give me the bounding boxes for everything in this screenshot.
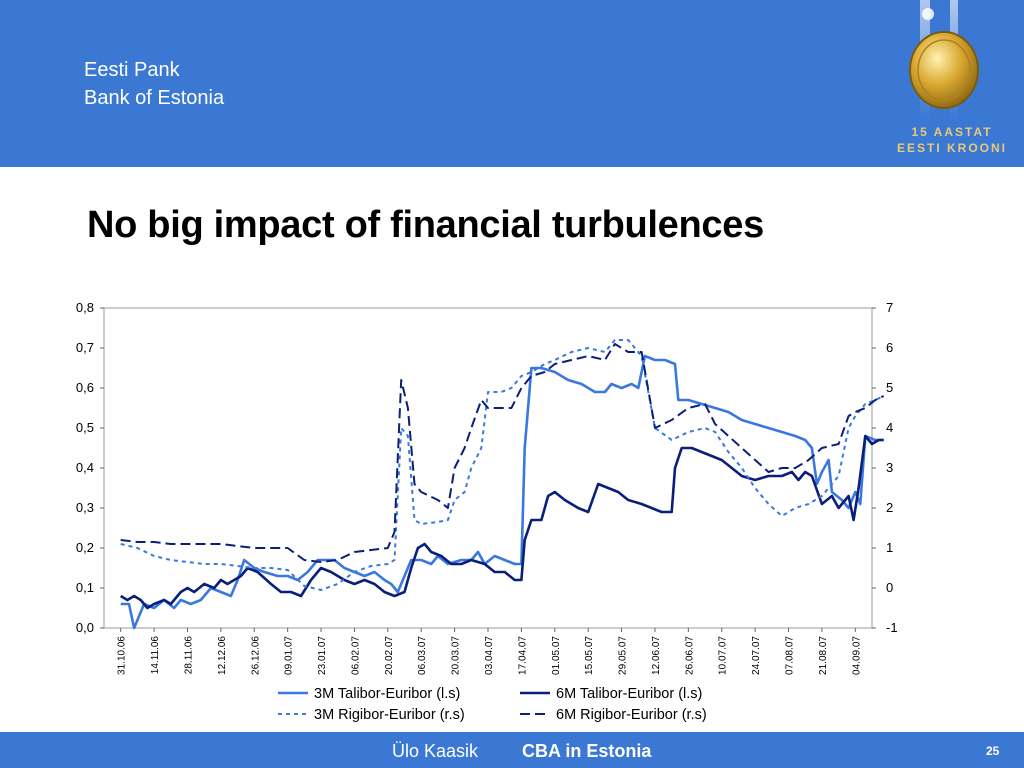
x-tick-label: 12.06.07 xyxy=(651,636,662,675)
x-tick-label: 07.08.07 xyxy=(785,636,796,675)
footer-bar xyxy=(0,732,1024,768)
y-right-tick-label: 0 xyxy=(886,580,893,595)
y-left-tick-label: 0,2 xyxy=(76,540,94,555)
x-tick-label: 29.05.07 xyxy=(618,636,629,675)
y-right-tick-label: 2 xyxy=(886,500,893,515)
series-line xyxy=(120,354,884,630)
legend-label: 6M Talibor-Euribor (l.s) xyxy=(556,686,702,702)
x-tick-label: 06.02.07 xyxy=(350,636,361,675)
series-line xyxy=(120,434,884,610)
x-tick-label: 26.12.06 xyxy=(250,636,261,675)
legend-label: 3M Rigibor-Euribor (r.s) xyxy=(314,707,465,723)
y-left-tick-label: 0,4 xyxy=(76,460,94,475)
header-bar xyxy=(0,0,1024,167)
slide-title: No big impact of financial turbulences xyxy=(87,204,764,246)
series-line xyxy=(120,343,885,563)
y-left-tick-label: 0,3 xyxy=(76,500,94,515)
x-tick-label: 23.01.07 xyxy=(317,636,328,675)
x-tick-label: 03.04.07 xyxy=(484,636,495,675)
y-left-tick-label: 0,5 xyxy=(76,420,94,435)
legend-label: 6M Rigibor-Euribor (r.s) xyxy=(556,707,707,723)
y-right-tick-label: 4 xyxy=(886,420,893,435)
x-tick-label: 20.02.07 xyxy=(384,636,395,675)
x-tick-label: 31.10.06 xyxy=(117,636,128,675)
x-tick-label: 10.07.07 xyxy=(718,636,729,675)
series-line xyxy=(120,339,885,591)
kroon-anniversary-logo: 15 AASTAT EESTI KROONI xyxy=(880,0,1024,167)
y-left-tick-label: 0,8 xyxy=(76,300,94,315)
x-tick-label: 21.08.07 xyxy=(818,636,829,675)
page-number: 25 xyxy=(986,744,1000,758)
x-tick-label: 04.09.07 xyxy=(851,636,862,675)
y-left-tick-label: 0,0 xyxy=(76,620,94,635)
bank-name-estonian: Eesti Pank xyxy=(84,59,180,81)
legend-label: 3M Talibor-Euribor (l.s) xyxy=(314,686,460,702)
y-right-tick-label: 7 xyxy=(886,300,893,315)
x-tick-label: 26.06.07 xyxy=(684,636,695,675)
logo-text-line2: EESTI KROONI xyxy=(896,141,1007,155)
bank-name-english: Bank of Estonia xyxy=(84,87,225,109)
x-tick-label: 17.04.07 xyxy=(517,636,528,675)
logo-text-line1: 15 AASTAT xyxy=(911,125,993,139)
x-tick-label: 01.05.07 xyxy=(551,636,562,675)
x-tick-label: 14.11.06 xyxy=(150,636,161,675)
plot-frame xyxy=(103,307,873,629)
y-right-tick-label: -1 xyxy=(886,620,898,635)
y-left-tick-label: 0,6 xyxy=(76,380,94,395)
x-tick-label: 20.03.07 xyxy=(451,636,462,675)
x-tick-label: 24.07.07 xyxy=(751,636,762,675)
y-right-tick-label: 6 xyxy=(886,340,893,355)
y-left-tick-label: 0,7 xyxy=(76,340,94,355)
gold-coin-icon xyxy=(909,0,979,120)
x-tick-label: 28.11.06 xyxy=(183,636,194,675)
x-tick-label: 06.03.07 xyxy=(417,636,428,675)
footer-presentation-title: CBA in Estonia xyxy=(522,741,652,761)
y-right-tick-label: 5 xyxy=(886,380,893,395)
x-tick-label: 12.12.06 xyxy=(217,636,228,675)
x-tick-label: 15.05.07 xyxy=(584,636,595,675)
spread-line-chart: 0,0 0,1 0,2 0,3 0,4 0,5 0,6 0,7 0,8 -1 0 1 2 3 4 5 6 7 31.… xyxy=(76,300,898,723)
y-right-tick-label: 1 xyxy=(886,540,893,555)
y-left-tick-label: 0,1 xyxy=(76,580,94,595)
x-tick-label: 09.01.07 xyxy=(284,636,295,675)
footer-author: Ülo Kaasik xyxy=(392,741,479,761)
y-right-tick-label: 3 xyxy=(886,460,893,475)
